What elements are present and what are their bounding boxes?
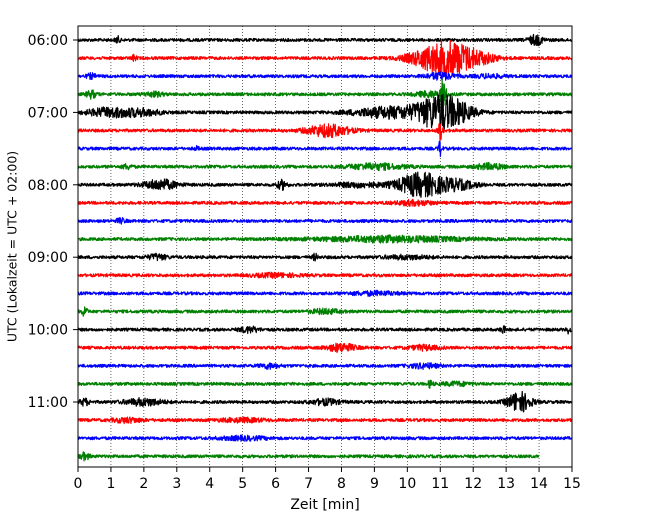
x-tick-label-6: 6 <box>271 476 280 492</box>
trace-2 <box>77 71 573 81</box>
x-axis-ticks: 0 1 2 3 4 5 6 7 8 9 10 11 12 13 14 15 <box>74 467 581 492</box>
x-tick-label-11: 11 <box>431 476 449 492</box>
trace-23 <box>77 451 540 462</box>
plot-frame <box>77 25 573 468</box>
trace-14 <box>77 289 573 298</box>
y-tick-label-11:00: 11:00 <box>28 395 68 411</box>
x-tick-label-8: 8 <box>337 476 346 492</box>
trace-11 <box>77 234 573 244</box>
y-tick-label-06:00: 06:00 <box>28 33 68 49</box>
y-tick-label-09:00: 09:00 <box>28 250 68 266</box>
x-tick-label-9: 9 <box>370 476 379 492</box>
y-axis-label: UTC (Lokalzeit = UTC + 02:00) <box>4 151 19 342</box>
x-tick-label-14: 14 <box>530 476 548 492</box>
trace-5 <box>77 123 573 141</box>
x-tick-label-7: 7 <box>304 476 313 492</box>
x-tick-label-13: 13 <box>497 476 515 492</box>
x-axis-label: Zeit [min] <box>290 497 359 513</box>
trace-19 <box>77 379 573 389</box>
trace-4 <box>77 93 573 130</box>
x-tick-label-12: 12 <box>464 476 482 492</box>
x-tick-label-3: 3 <box>172 476 181 492</box>
trace-1 <box>77 39 573 77</box>
x-tick-label-5: 5 <box>238 476 247 492</box>
trace-13 <box>77 271 573 279</box>
x-tick-label-10: 10 <box>398 476 416 492</box>
y-axis-ticks: 06:00 07:00 08:00 09:00 10:00 11:00 <box>28 33 78 411</box>
trace-7 <box>77 161 573 172</box>
trace-21 <box>77 416 573 425</box>
x-tick-label-2: 2 <box>139 476 148 492</box>
trace-17 <box>77 342 573 354</box>
trace-6 <box>77 140 573 158</box>
trace-12 <box>77 252 573 262</box>
trace-8 <box>77 171 573 198</box>
x-tick-label-4: 4 <box>205 476 214 492</box>
trace-9 <box>77 198 573 207</box>
trace-22 <box>77 434 573 442</box>
trace-16 <box>77 325 573 335</box>
y-tick-label-08:00: 08:00 <box>28 178 68 194</box>
trace-15 <box>77 306 573 317</box>
trace-20 <box>77 390 573 413</box>
x-tick-label-1: 1 <box>106 476 115 492</box>
traces <box>77 33 573 462</box>
trace-10 <box>77 217 573 225</box>
trace-18 <box>77 362 573 371</box>
x-tick-label-15: 15 <box>563 476 581 492</box>
y-tick-label-07:00: 07:00 <box>28 105 68 121</box>
x-tick-label-0: 0 <box>74 476 83 492</box>
trace-3 <box>77 78 573 114</box>
y-tick-label-10:00: 10:00 <box>28 323 68 339</box>
trace-0 <box>77 33 573 47</box>
